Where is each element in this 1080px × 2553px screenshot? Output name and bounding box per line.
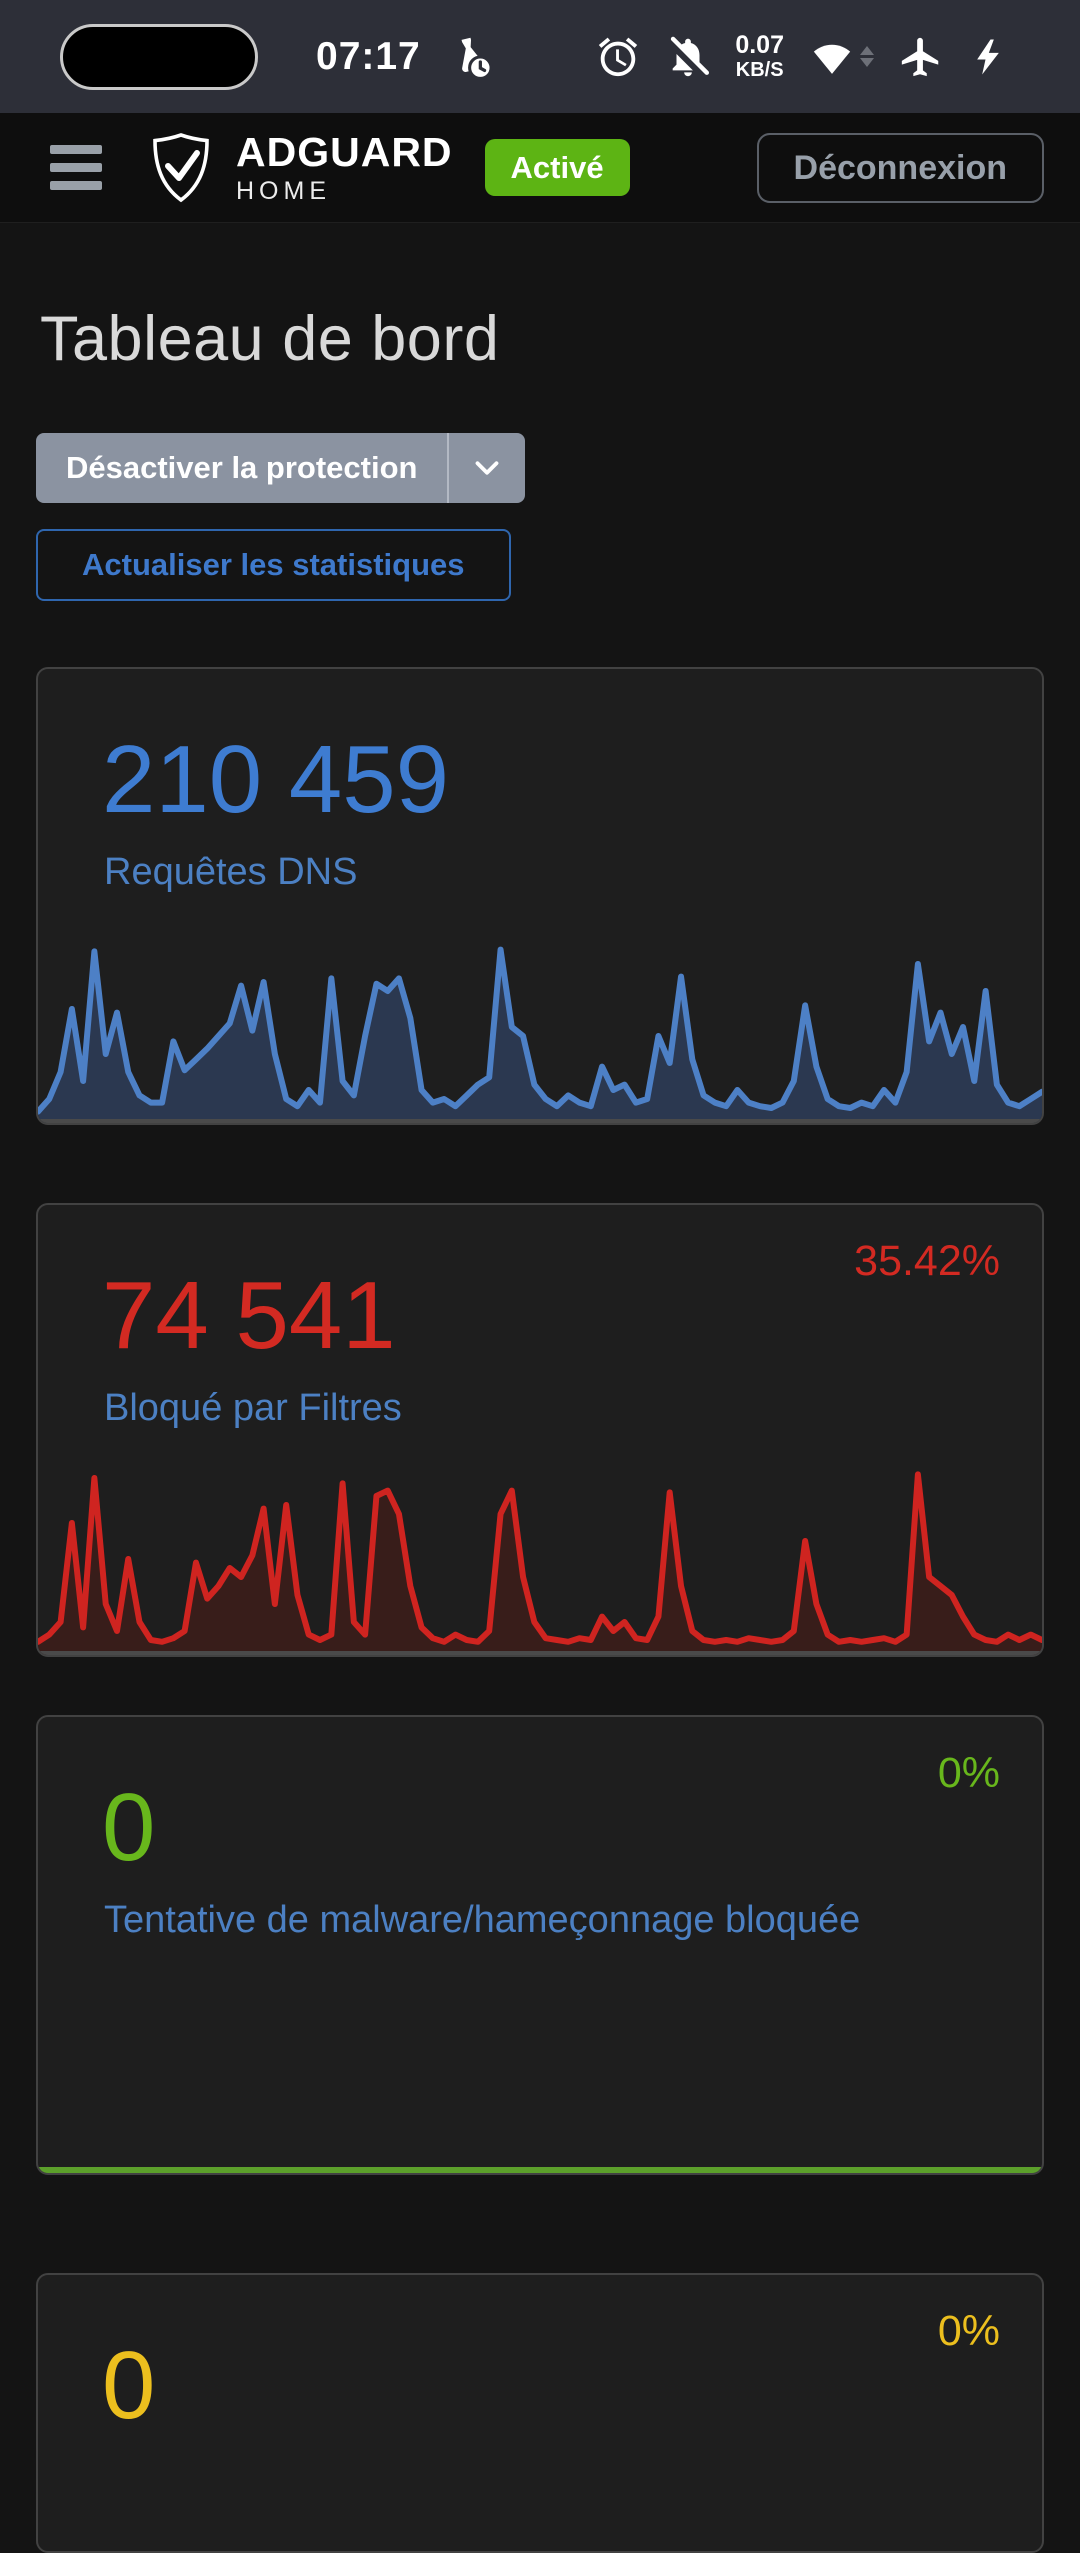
disable-protection-button[interactable]: Désactiver la protection [36,433,526,503]
status-icons: 0.07 KB/S [595,33,1008,80]
data-activity-arrows [860,46,874,67]
parental-blocked-card: 0% 0 [36,2273,1044,2553]
network-speed-unit: KB/S [735,59,784,81]
charging-bolt-icon [977,39,999,74]
protection-menu-toggle[interactable] [449,433,525,503]
button-divider [447,433,450,503]
blocked-by-filters-card: 35.42% 74 541 Bloqué par Filtres [36,1203,1044,1657]
network-speed-indicator: 0.07 KB/S [735,31,784,81]
refresh-statistics-button[interactable]: Actualiser les statistiques [36,529,511,601]
brand-subtitle: HOME [236,176,331,205]
app-timer-icon [461,37,493,80]
alarm-icon [599,37,638,76]
adguard-shield-logo [153,132,209,202]
page-title: Tableau de bord [40,304,500,374]
app-header: ADGUARD HOME Activé Déconnexion [0,113,1080,223]
blocked-value: 74 541 [102,1262,396,1369]
brand-name: ADGUARD [236,128,453,175]
blocked-label: Bloqué par Filtres [104,1386,402,1429]
malware-blocked-card: 0% 0 Tentative de malware/hameçonnage bl… [36,1715,1044,2175]
dns-queries-card: 210 459 Requêtes DNS [36,667,1044,1125]
network-speed-value: 0.07 [735,31,784,59]
status-clock: 07:17 [316,34,421,78]
chart-baseline [38,1119,1042,1123]
wifi-indicator [808,35,874,79]
dashboard-content: Tableau de bord Désactiver la protection… [0,223,1080,2553]
brand-block: ADGUARD HOME [236,128,453,205]
airplane-mode-icon [901,37,939,76]
notifications-off-icon [667,36,710,78]
menu-button[interactable] [50,141,102,194]
logout-button[interactable]: Déconnexion [756,132,1044,203]
malware-value: 0 [102,1774,156,1881]
blocked-percent: 35.42% [854,1237,1000,1285]
dns-queries-chart [38,946,1042,1123]
dns-queries-label: Requêtes DNS [104,850,358,893]
disable-protection-label: Désactiver la protection [66,450,418,485]
chart-baseline [38,1651,1042,1655]
status-bar: 07:17 0.07 KB/S [0,0,1080,113]
camera-cutout-redaction [60,23,258,90]
malware-flat-chart [38,2167,1042,2173]
malware-label: Tentative de malware/hameçonnage bloquée [104,1898,861,1941]
wifi-icon [813,44,851,74]
protection-status-badge: Activé [484,139,630,196]
malware-percent: 0% [937,1749,1000,1797]
dns-queries-value: 210 459 [102,726,450,833]
parental-value: 0 [102,2332,156,2439]
parental-percent: 0% [937,2307,1000,2355]
chevron-down-icon [476,461,499,475]
blocked-chart [38,1471,1042,1655]
